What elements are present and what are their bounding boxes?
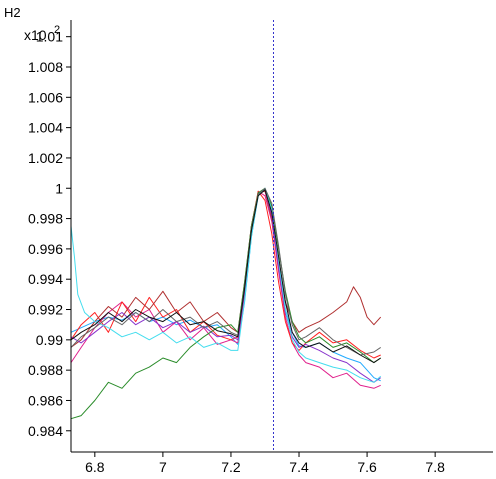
y-tick-label: 0.998 [28, 211, 63, 227]
x-tick-label: 7 [159, 459, 167, 475]
x-tick-label: 6.8 [85, 459, 105, 475]
x-tick-label: 7.4 [289, 459, 309, 475]
x-tick-label: 7.6 [357, 459, 377, 475]
y-tick-label: 0.986 [28, 392, 63, 408]
axes-layer: 0.984 0.986 0.988 0.99 0.992 0.994 0.996 0.998 1… [28, 20, 493, 475]
y-tick-label: 1.004 [28, 120, 63, 136]
series-line-8 [70, 187, 381, 356]
y-exponent-label: 2 [54, 24, 60, 36]
x-tick-label: 7.8 [425, 459, 445, 475]
y-tick-label: 0.984 [28, 423, 63, 439]
y-tick-label: 1.008 [28, 59, 63, 75]
y-tick-label: 0.988 [28, 362, 63, 378]
series-line-6 [70, 187, 381, 420]
y-tick-label: 0.992 [28, 302, 63, 318]
series-layer [70, 187, 382, 420]
series-line-9 [70, 189, 381, 364]
y-tick-label: 1.01 [36, 29, 63, 45]
y-tick-label: 0.99 [36, 332, 63, 348]
x-tick-label: 7.2 [221, 459, 241, 475]
y-tick-label: 0.994 [28, 271, 63, 287]
y-tick-label: 1.006 [28, 89, 63, 105]
series-line-7 [70, 187, 382, 383]
chart-title: H2 [4, 5, 21, 20]
series-line-5 [70, 189, 381, 383]
series-line-4 [70, 190, 382, 348]
y-multiplier-label: x10 [24, 27, 47, 43]
y-tick-label: 0.996 [28, 241, 63, 257]
y-tick-label: 1 [55, 180, 63, 196]
y-tick-label: 1.002 [28, 150, 63, 166]
